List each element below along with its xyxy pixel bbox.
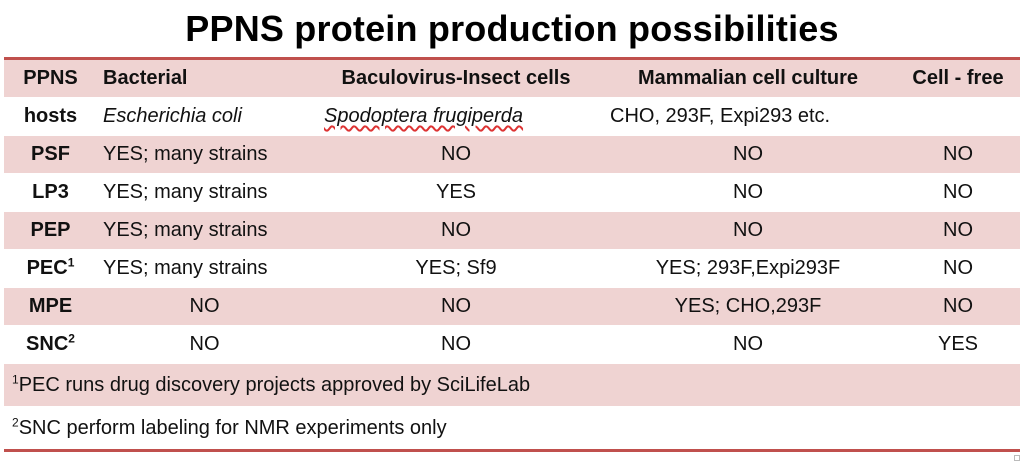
cell-cellfree: NO [896, 135, 1020, 174]
cell-bacterial: YES; many strains [97, 135, 312, 174]
row-label: PEP [4, 211, 97, 250]
footnote-marker: 2 [68, 331, 75, 346]
host-bacterial: Escherichia coli [97, 97, 312, 136]
cell-mammalian: YES; 293F,Expi293F [600, 249, 896, 288]
footnote-marker: 1 [67, 255, 75, 270]
header-bacterial: Bacterial [97, 60, 312, 98]
header-ppns: PPNS [4, 60, 97, 98]
header-row: PPNS Bacterial Baculovirus-Insect cells … [4, 60, 1020, 98]
row-label-with-footnote: PEC1 [4, 249, 97, 288]
cell-insect: NO [312, 287, 600, 326]
host-insect-text: Spodoptera frugiperda [324, 105, 524, 127]
hosts-label: hosts [4, 97, 97, 136]
table-row: PSF YES; many strains NO NO NO [4, 135, 1020, 174]
cell-mammalian: NO [600, 325, 896, 364]
footnote-mark: 2 [12, 414, 19, 429]
table-row: MPE NO NO YES; CHO,293F NO [4, 287, 1020, 326]
host-cellfree [896, 97, 1020, 136]
resize-corner-icon [1014, 455, 1020, 461]
footnote-row: 2SNC perform labeling for NMR experiment… [4, 406, 1020, 450]
row-label: LP3 [4, 173, 97, 212]
footnote-2: 2SNC perform labeling for NMR experiment… [4, 406, 1020, 450]
host-insect: Spodoptera frugiperda [312, 97, 600, 136]
hosts-row: hosts Escherichia coli Spodoptera frugip… [4, 97, 1020, 136]
footnote-text: PEC runs drug discovery projects approve… [18, 373, 531, 396]
cell-insect: NO [312, 135, 600, 174]
cell-bacterial: YES; many strains [97, 173, 312, 212]
row-label: MPE [4, 287, 97, 326]
host-mammalian: CHO, 293F, Expi293 etc. [600, 97, 896, 136]
production-table: PPNS Bacterial Baculovirus-Insect cells … [4, 60, 1020, 450]
cell-insect: YES; Sf9 [312, 249, 600, 288]
cell-insect: NO [312, 211, 600, 250]
footnote-row: 1PEC runs drug discovery projects approv… [4, 363, 1020, 407]
row-label: SNC [26, 333, 69, 355]
cell-bacterial: YES; many strains [97, 211, 312, 250]
cell-mammalian: YES; CHO,293F [600, 287, 896, 326]
table-row: PEC1 YES; many strains YES; Sf9 YES; 293… [4, 249, 1020, 288]
row-label: PEC [26, 257, 68, 279]
footnote-text: SNC perform labeling for NMR experiments… [18, 416, 447, 439]
cell-cellfree: NO [896, 211, 1020, 250]
footnote-1: 1PEC runs drug discovery projects approv… [4, 363, 1020, 407]
cell-mammalian: NO [600, 135, 896, 174]
table-row: LP3 YES; many strains YES NO NO [4, 173, 1020, 212]
cell-insect: YES [312, 173, 600, 212]
cell-bacterial: YES; many strains [97, 249, 312, 288]
table-row: PEP YES; many strains NO NO NO [4, 211, 1020, 250]
table-row: SNC2 NO NO NO YES [4, 325, 1020, 364]
header-insect: Baculovirus-Insect cells [312, 60, 600, 98]
cell-cellfree: NO [896, 249, 1020, 288]
cell-insect: NO [312, 325, 600, 364]
cell-bacterial: NO [97, 287, 312, 326]
cell-bacterial: NO [97, 325, 312, 364]
cell-cellfree: NO [896, 173, 1020, 212]
cell-mammalian: NO [600, 173, 896, 212]
cell-cellfree: YES [896, 325, 1020, 364]
page-title: PPNS protein production possibilities [185, 8, 839, 49]
row-label: PSF [4, 135, 97, 174]
cell-cellfree: NO [896, 287, 1020, 326]
header-cellfree: Cell - free [896, 60, 1020, 98]
bottom-divider [4, 449, 1020, 452]
top-divider [4, 57, 1020, 60]
row-label-with-footnote: SNC2 [4, 325, 97, 364]
header-mammalian: Mammalian cell culture [600, 60, 896, 98]
footnote-mark: 1 [12, 371, 19, 386]
cell-mammalian: NO [600, 211, 896, 250]
